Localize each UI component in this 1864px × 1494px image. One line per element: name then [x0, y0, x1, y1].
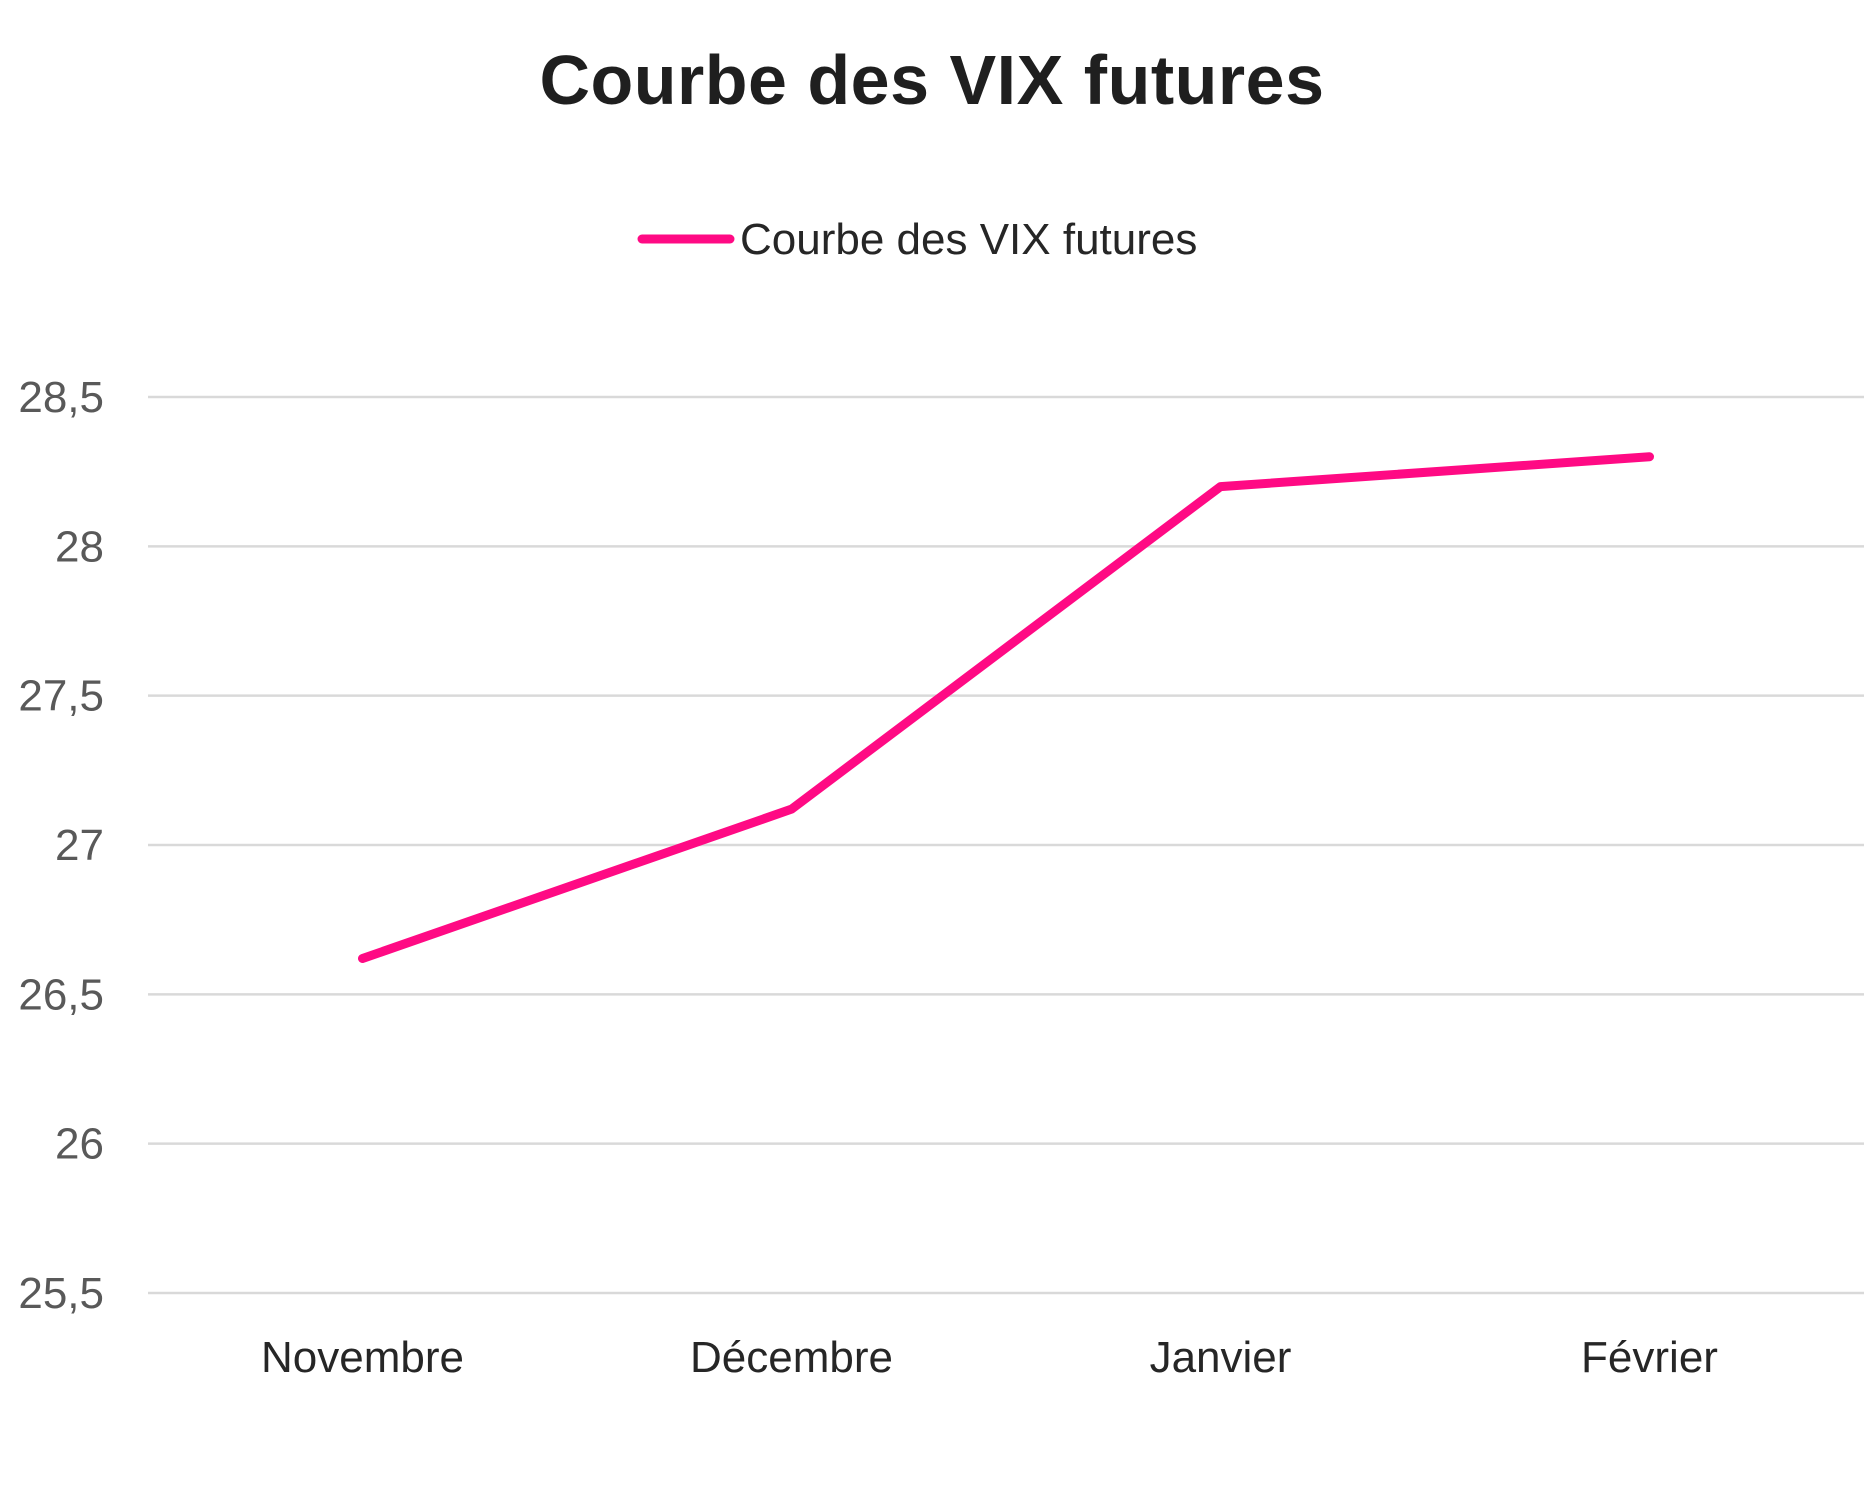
- y-tick-label: 26,5: [18, 970, 104, 1019]
- x-category-label: Novembre: [261, 1333, 464, 1382]
- series-group: [358, 452, 1654, 963]
- legend-label: Courbe des VIX futures: [740, 215, 1197, 264]
- y-tick-label: 27,5: [18, 672, 104, 721]
- y-tick-label: 26: [55, 1120, 104, 1169]
- chart-title: Courbe des VIX futures: [539, 41, 1324, 119]
- x-axis-category-labels: Novembre Décembre Janvier Février: [261, 1333, 1718, 1382]
- x-category-label: Janvier: [1150, 1333, 1292, 1382]
- y-tick-label: 25,5: [18, 1269, 104, 1318]
- y-tick-label: 28: [55, 522, 104, 571]
- y-axis-tick-labels: 25,5 26 26,5 27 27,5 28 28,5: [18, 373, 104, 1318]
- x-category-label: Décembre: [690, 1333, 893, 1382]
- y-tick-label: 28,5: [18, 373, 104, 422]
- legend: Courbe des VIX futures: [637, 215, 1197, 264]
- gridlines: [148, 395, 1864, 1295]
- x-category-label: Février: [1581, 1333, 1718, 1382]
- y-tick-label: 27: [55, 821, 104, 870]
- series-line: [358, 452, 1654, 963]
